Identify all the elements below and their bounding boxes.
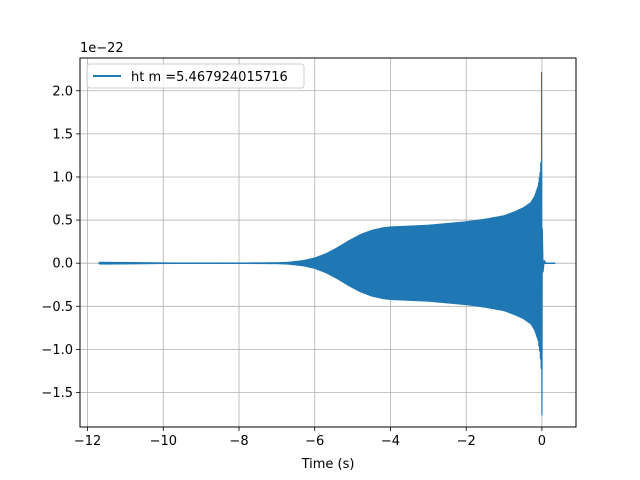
y-tick-label: −1.0	[41, 343, 73, 358]
legend-box	[86, 63, 305, 89]
y-tick-label: 2.0	[52, 84, 73, 99]
x-tick-label: 0	[538, 434, 546, 449]
y-tick-label: 0.5	[52, 214, 73, 229]
y-tick-label: 0.0	[52, 257, 73, 272]
y-tick-label: −0.5	[41, 300, 73, 315]
x-tick-label: −8	[229, 434, 248, 449]
x-tick-label: −4	[381, 434, 400, 449]
x-tick-label: −12	[74, 434, 101, 449]
legend: ht m =5.467924015716	[86, 63, 305, 89]
series-ht	[98, 72, 556, 416]
x-tick-label: −6	[305, 434, 324, 449]
y-offset-text: 1e−22	[80, 41, 124, 56]
y-tick-label: −1.5	[41, 386, 73, 401]
y-axis-ticks: −1.5 −1.0 −0.5 0.0 0.5 1.0 1.5 2.0	[41, 84, 80, 401]
legend-label: ht m =5.467924015716	[131, 70, 288, 85]
y-tick-label: 1.0	[52, 170, 73, 185]
y-tick-label: 1.5	[52, 127, 73, 142]
x-tick-label: −2	[457, 434, 476, 449]
x-tick-label: −10	[150, 434, 177, 449]
x-axis-ticks: −12 −10 −8 −6 −4 −2 0	[74, 427, 546, 449]
plot-frame	[79, 57, 577, 428]
x-axis-label: Time (s)	[301, 457, 355, 472]
